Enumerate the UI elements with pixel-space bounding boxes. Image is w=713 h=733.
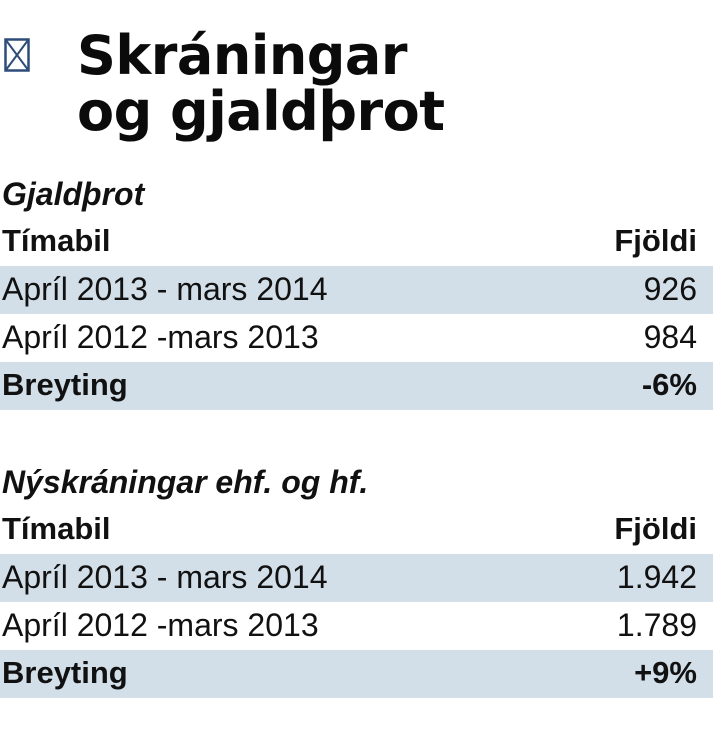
row-period: Apríl 2012 -mars 2013 [2,319,319,355]
table-total-row: Breyting -6% [0,362,713,410]
row-period: Apríl 2013 - mars 2014 [2,559,328,595]
total-label: Breyting [2,655,128,690]
section-heading: Nýskráningar ehf. og hf. [2,464,369,500]
row-count: 926 [643,271,697,307]
table-row: Apríl 2012 -mars 2013 984 [0,314,713,362]
table-header-row: Tímabil Fjöldi [0,506,713,554]
page-title: Skráningar og gjaldþrot [77,28,445,140]
title-line-1: Skráningar [77,24,407,87]
table-row: Apríl 2013 - mars 2014 1.942 [0,554,713,602]
table-row: Apríl 2013 - mars 2014 926 [0,266,713,314]
header: Skráningar og gjaldþrot [0,28,713,148]
title-line-2: og gjaldþrot [77,80,445,143]
column-header-period: Tímabil [2,511,111,546]
total-value: +9% [634,655,697,690]
column-header-count: Fjöldi [614,511,697,546]
row-count: 984 [643,319,697,355]
total-label: Breyting [2,367,128,402]
checkbox-x-icon [4,38,30,72]
column-header-period: Tímabil [2,223,111,258]
table-header-row: Tímabil Fjöldi [0,218,713,266]
section-bankruptcies: Gjaldþrot Tímabil Fjöldi Apríl 2013 - ma… [0,170,713,410]
row-count: 1.942 [616,559,697,595]
table-total-row: Breyting +9% [0,650,713,698]
row-period: Apríl 2012 -mars 2013 [2,607,319,643]
row-period: Apríl 2013 - mars 2014 [2,271,328,307]
section-heading: Gjaldþrot [2,176,145,212]
table-row: Apríl 2012 -mars 2013 1.789 [0,602,713,650]
row-count: 1.789 [616,607,697,643]
column-header-count: Fjöldi [614,223,697,258]
total-value: -6% [641,367,697,402]
section-new-registrations: Nýskráningar ehf. og hf. Tímabil Fjöldi … [0,458,713,698]
